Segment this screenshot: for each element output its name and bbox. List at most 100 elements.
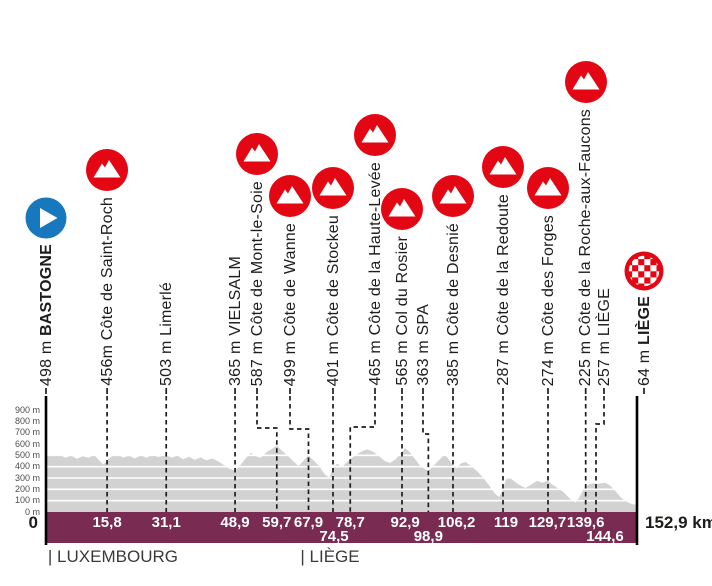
region-label-liege: | LIÈGE [300,547,360,566]
marker-c-te-de-la-redoute: 287 m Côte de la Redoute [480,145,526,386]
marker-c-te-de-stockeu: 401 m Côte de Stockeu [310,166,356,386]
elevation-label: 401 m [324,340,342,386]
location-label: LIÈGE [595,287,613,336]
marker-label: 456m Côte de Saint-Roch [97,197,118,386]
elevation-label: 499 m [281,340,299,386]
axis-tick-label: 700 m [14,427,40,438]
location-label: Côte de Wanne [281,222,299,336]
elevation-label: 274 m [539,340,557,386]
start-km-label: 0 [28,513,38,532]
axis-tick-label: 800 m [14,415,40,426]
location-label: Côte de Saint-Roch [98,197,116,341]
km-label: 31,1 [151,514,181,531]
marker-label: 287 m Côte de la Redoute [493,194,514,386]
km-label: 144,6 [586,528,624,545]
mountain-icon-wrap [353,113,397,157]
mountain-icon-wrap [268,174,312,218]
elevation-label: 456m [98,345,116,386]
km-label: 129,7 [528,514,567,531]
km-label: 139,6 [566,514,605,531]
mountain-icon-wrap [431,174,475,218]
location-label: Limerlé [157,282,175,336]
axis-tick-label: 900 m [14,404,40,415]
km-label: 92,9 [390,514,420,531]
axis-tick-label: 300 m [14,472,40,483]
mountain-icon-wrap [380,187,424,231]
mountain-icon-wrap [564,60,608,104]
total-distance-label: 152,9 km [645,513,712,532]
marker-label: 401 m Côte de Stockeu [323,215,344,386]
km-label: 78,7 [335,514,365,531]
marker-label: 498 m BASTOGNE [36,244,57,386]
mountain-icon [482,146,524,189]
axis-tick-label: 400 m [14,461,40,472]
mountain-icon [432,174,474,217]
elevation-label: 385 m [444,340,462,386]
axis-tick-label: 200 m [14,483,40,494]
mountain-icon [86,149,129,192]
axis-tick-label: 100 m [14,495,40,506]
location-label: SPA [414,304,432,336]
finish-icon-wrap [624,251,664,291]
marker-limerl-: 503 m Limerlé [143,282,189,386]
mountain-icon [236,132,278,175]
marker-c-te-de-desni-: 385 m Côte de Desnié [430,174,476,386]
marker-li-ge: 64 m LIÈGE [621,251,667,386]
km-label: 67,9 [293,514,324,531]
start-icon-wrap [25,197,67,239]
mountain-icon-wrap [311,166,355,210]
mountain-icon-wrap [481,145,525,189]
marker-c-te-de-saint-roch: 456m Côte de Saint-Roch [84,148,130,386]
marker-connector-line [349,396,376,512]
mountain-icon [312,166,354,209]
mountain-icon-wrap [526,166,570,210]
km-label: 74,5 [319,528,349,545]
marker-c-te-de-mont-le-soie: 587 m Côte de Mont-le-Soie [234,132,280,386]
km-label: 98,9 [413,528,443,545]
marker-label: 503 m Limerlé [156,282,177,386]
km-label: 106,2 [437,514,476,531]
mountain-icon-wrap [235,132,279,176]
km-band [46,512,637,543]
marker-connector-line [289,396,310,512]
elevation-label: 503 m [157,340,175,386]
location-label: Côte de Stockeu [324,214,342,336]
marker-c-te-de-la-roche-aux-faucons: 225 m Côte de la Roche-aux-Faucons [563,60,609,386]
marker-c-te-de-la-haute-lev-e: 465 m Côte de la Haute-Levée [352,113,398,386]
start-icon [25,197,67,239]
marker-bastogne: 498 m BASTOGNE [23,197,69,386]
marker-label: 64 m LIÈGE [634,296,655,386]
km-label: 59,7 [262,514,292,531]
marker-label: 385 m Côte de Desnié [443,223,464,386]
km-label: 119 [493,514,519,531]
elevation-label: 587 m [248,340,266,386]
axis-tick-label: 600 m [14,438,40,449]
mountain-icon [381,188,423,231]
mountain-icon [354,114,396,157]
marker-label: 274 m Côte des Forges [538,215,559,386]
marker-col-du-rosier: 565 m Col du Rosier [379,187,425,386]
elevation-label: 257 m [595,340,613,386]
elevation-label: 363 m [414,340,432,386]
location-label: Côte des Forges [539,214,557,336]
mountain-icon [564,60,607,103]
km-label: 48,9 [220,514,250,531]
region-label-luxembourg: | LUXEMBOURG [47,547,178,566]
location-label: Côte de Desnié [444,222,462,336]
marker-c-te-des-forges: 274 m Côte des Forges [525,166,571,386]
marker-connector-line [256,396,278,512]
location-label: BASTOGNE [37,243,55,336]
finish-icon [624,251,664,291]
marker-label: 257 m LIÈGE [594,288,615,386]
location-label: Côte de Mont-le-Soie [248,180,266,336]
elevation-label: 498 m [37,340,55,386]
marker-connector-line [595,396,605,512]
mountain-icon-wrap [85,148,129,192]
marker-c-te-de-wanne: 499 m Côte de Wanne [267,174,313,386]
location-label: LIÈGE [635,295,653,345]
axis-tick-label: 0 m [24,506,40,517]
marker-label: 499 m Côte de Wanne [280,223,301,386]
mountain-icon [269,174,311,217]
